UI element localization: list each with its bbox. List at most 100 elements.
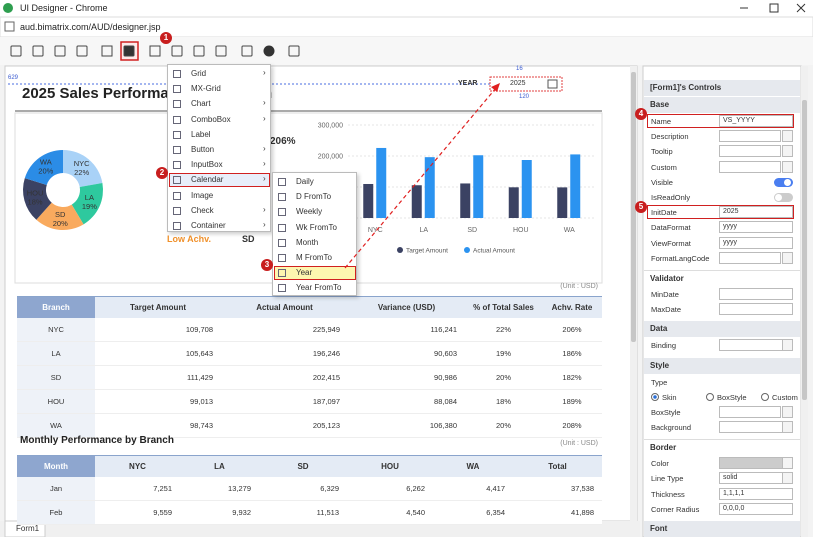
- donut-slice: [36, 202, 84, 230]
- dropdown-button[interactable]: [782, 457, 793, 470]
- app-icon: [3, 3, 13, 13]
- dropdown-button[interactable]: [782, 421, 793, 433]
- table-cell: 206%: [542, 318, 602, 342]
- prop-input[interactable]: 1,1,1,1: [719, 487, 793, 500]
- toolbar-button[interactable]: [101, 45, 113, 57]
- menu-item[interactable]: Calendar: [191, 175, 224, 185]
- prop-input[interactable]: [719, 421, 783, 433]
- menu-item[interactable]: Container: [191, 221, 226, 230]
- toggle[interactable]: [774, 177, 793, 187]
- menu-item[interactable]: Daily: [296, 177, 314, 186]
- dropdown-button[interactable]: [782, 472, 793, 485]
- prop-input[interactable]: yyyy: [719, 236, 793, 249]
- toolbar-button[interactable]: [54, 45, 66, 57]
- menu-item[interactable]: Weekly: [296, 207, 323, 217]
- menu-item[interactable]: Year: [296, 268, 313, 278]
- menu-item[interactable]: Label: [191, 129, 211, 139]
- menu-item[interactable]: Wk FromTo: [296, 222, 337, 232]
- toolbar-button[interactable]: [32, 45, 44, 57]
- prop-input[interactable]: [719, 405, 781, 418]
- prop-input[interactable]: [719, 130, 781, 143]
- menu-item[interactable]: Year FromTo: [296, 283, 342, 293]
- slice-value: 20%: [38, 167, 53, 176]
- prop-input[interactable]: [719, 339, 783, 352]
- maximize[interactable]: [769, 3, 779, 13]
- prop-label: Type: [651, 377, 668, 387]
- menu-item[interactable]: Chart: [191, 99, 211, 109]
- prop-input[interactable]: [719, 288, 793, 300]
- menu-icon: [278, 178, 286, 186]
- panel-scroll-thumb[interactable]: [802, 100, 807, 400]
- submenu-arrow: ›: [263, 159, 266, 169]
- toolbar-button[interactable]: [215, 45, 227, 57]
- toolbar-button[interactable]: [149, 45, 161, 57]
- prop-input[interactable]: [719, 160, 781, 173]
- table-header: HOU: [347, 455, 433, 477]
- table-header: Total: [513, 455, 602, 477]
- toolbar-button[interactable]: [76, 45, 88, 57]
- prop-input[interactable]: 0,0,0,0: [719, 502, 793, 515]
- prop-input[interactable]: 2025: [719, 206, 793, 219]
- ellipsis-button[interactable]: [782, 405, 793, 418]
- prop-input[interactable]: solid: [719, 472, 783, 485]
- icon: [241, 45, 253, 57]
- toolbar-button[interactable]: [171, 45, 183, 57]
- bar: [411, 185, 422, 218]
- prop-label: Name: [651, 117, 672, 126]
- table-cell: 6,354: [433, 501, 513, 525]
- ellipsis-button[interactable]: [782, 251, 793, 264]
- bar: [473, 155, 484, 218]
- menu-item[interactable]: ComboBox: [191, 114, 231, 124]
- radio[interactable]: [706, 392, 714, 401]
- prop-label: Color: [651, 459, 669, 469]
- menu-item[interactable]: InputBox: [191, 160, 223, 170]
- toggle[interactable]: [774, 193, 793, 202]
- ellipsis-button[interactable]: [782, 160, 793, 173]
- scroll-thumb[interactable]: [631, 72, 636, 342]
- prop-input[interactable]: yyyy: [719, 221, 793, 234]
- toolbar-button[interactable]: [193, 45, 205, 57]
- close[interactable]: [796, 3, 806, 13]
- menu-item[interactable]: Check: [191, 205, 214, 215]
- x-tick-label: HOU: [513, 227, 529, 234]
- ellipsis-button[interactable]: [782, 130, 793, 143]
- menu-item[interactable]: MX-Grid: [191, 84, 221, 94]
- toolbar-button[interactable]: [241, 45, 253, 57]
- submenu-arrow: ›: [263, 204, 266, 214]
- prop-input[interactable]: [719, 457, 783, 470]
- site-icon: [4, 21, 15, 32]
- toolbar-button[interactable]: [120, 41, 139, 61]
- prop-input[interactable]: [719, 145, 781, 158]
- year-value: 2025: [510, 80, 526, 87]
- kpi-value: 206%: [270, 136, 296, 147]
- dropdown-button[interactable]: [782, 339, 793, 352]
- table-cell: 106,380: [348, 414, 465, 438]
- menu-item[interactable]: Image: [191, 190, 214, 200]
- icon: [288, 45, 300, 57]
- table-cell: 105,643: [95, 342, 221, 366]
- toolbar-button[interactable]: [288, 45, 300, 57]
- prop-label: Corner Radius: [651, 504, 700, 514]
- prop-input[interactable]: VS_YYYY: [719, 115, 793, 127]
- prop-input[interactable]: [719, 303, 793, 316]
- toolbar-button[interactable]: [10, 45, 22, 57]
- radio[interactable]: [761, 392, 769, 401]
- unit-label: (Unit : USD): [560, 440, 598, 447]
- legend-label: Actual Amount: [473, 248, 515, 255]
- radio[interactable]: [651, 392, 659, 401]
- menu-item[interactable]: Grid: [191, 69, 207, 78]
- callout: 2: [156, 167, 168, 179]
- ruler-label: 629: [8, 75, 19, 81]
- menu-item[interactable]: Month: [296, 237, 319, 247]
- toolbar-button[interactable]: [263, 45, 275, 57]
- table-cell: 11,513: [259, 501, 347, 525]
- menu-item[interactable]: M FromTo: [296, 253, 332, 262]
- prop-label: Tooltip: [651, 147, 673, 157]
- callout: 3: [261, 259, 273, 271]
- table-cell: Jan: [17, 477, 95, 501]
- menu-item[interactable]: D FromTo: [296, 192, 332, 202]
- prop-input[interactable]: [719, 251, 781, 264]
- menu-item[interactable]: Button: [191, 145, 215, 154]
- table-cell: 19%: [465, 342, 542, 366]
- ellipsis-button[interactable]: [782, 145, 793, 158]
